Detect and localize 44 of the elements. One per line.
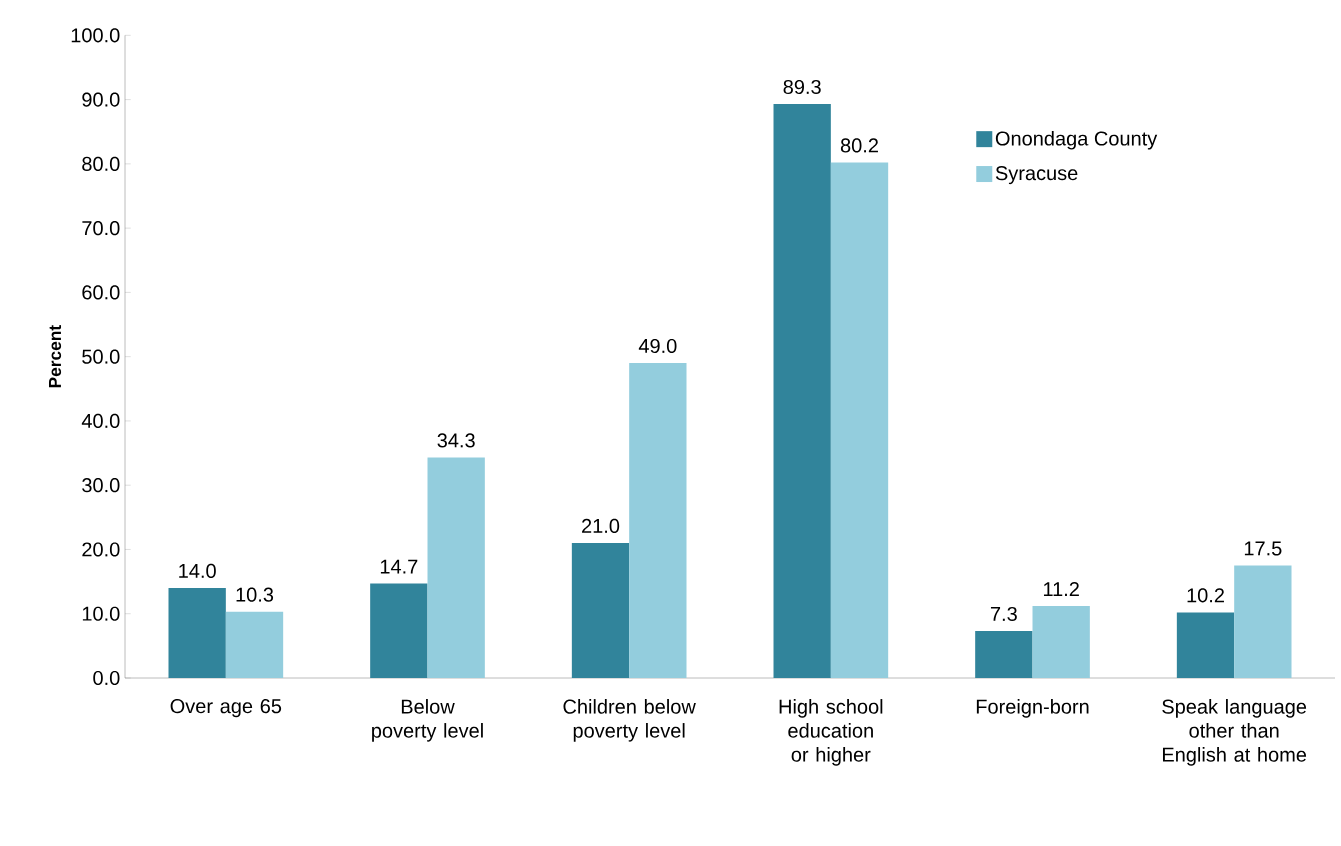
bar [1234,565,1292,678]
bar [168,588,226,678]
y-tick-label: 30.0 [82,478,120,493]
y-tick-label: 70.0 [82,221,120,236]
y-axis-title: Percent [49,325,62,388]
data-label: 21.0 [582,518,620,533]
bar [370,583,428,678]
x-tick-label: Children below poverty level [563,699,696,742]
data-label: 14.0 [179,563,216,578]
data-label: 17.5 [1244,541,1282,556]
data-label: 7.3 [990,606,1017,622]
y-tick-label: 0.0 [93,670,120,686]
data-label: 11.2 [1043,582,1079,596]
data-label: 80.2 [840,138,878,153]
data-label: 34.3 [437,433,475,448]
bar [225,611,284,678]
y-tick-label: 50.0 [82,349,120,364]
bar [975,631,1033,678]
y-tick-label: 20.0 [82,542,120,557]
bar [571,543,630,678]
bar [830,162,889,678]
legend-label: Onondaga County [995,130,1158,150]
legend-label: Syracuse [995,166,1078,185]
bar [1032,606,1090,678]
data-label: 89.3 [783,79,821,95]
x-tick-label: Foreign-born [976,699,1089,718]
y-tick-label: 60.0 [82,285,120,300]
x-tick-label: Over age 65 [170,699,282,718]
y-tick-label: 40.0 [81,413,120,428]
y-tick-label: 100.0 [71,28,120,43]
bar [1176,612,1235,678]
bar [629,363,687,678]
data-label: 14.7 [380,559,418,574]
y-tick-label: 80.0 [82,156,120,171]
x-tick-label: Below poverty level [372,699,483,742]
data-label: 49.0 [638,338,677,354]
y-tick-label: 90.0 [82,92,120,107]
bar [773,104,831,678]
x-tick-label: Speak language other than English at home [1162,699,1307,766]
y-tick-label: 10.0 [82,606,120,621]
x-tick-label: High school education or higher [779,699,883,766]
data-label: 10.3 [236,587,274,602]
bar [427,457,485,678]
data-label: 10.2 [1187,588,1224,603]
